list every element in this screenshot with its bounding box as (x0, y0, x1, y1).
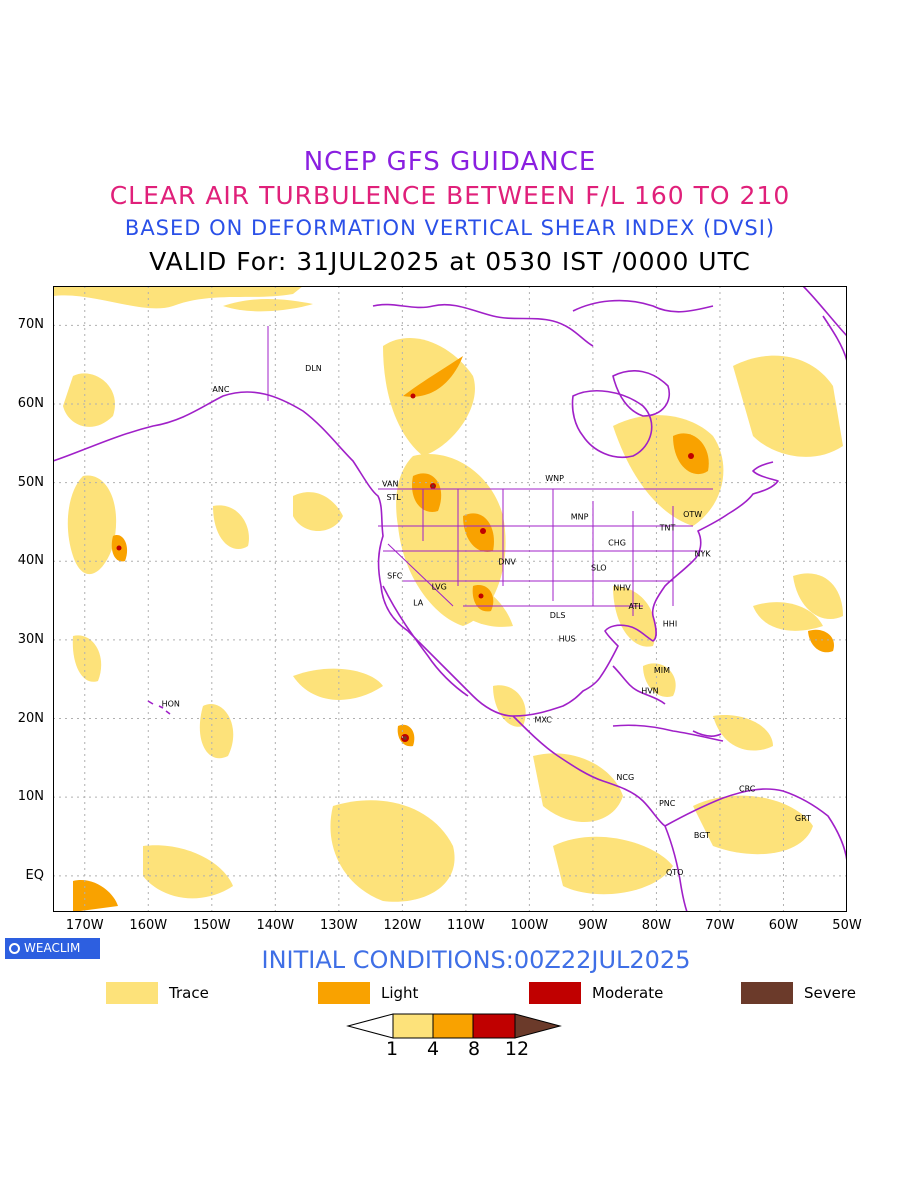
title-line-3: BASED ON DEFORMATION VERTICAL SHEAR INDE… (124, 216, 776, 240)
station-label: MXC (534, 715, 552, 724)
station-label: DNV (498, 557, 516, 566)
colorbar-high-arrow (514, 1013, 562, 1039)
lon-label: 100W (510, 918, 549, 933)
colorbar-tick-label: 8 (467, 1038, 481, 1060)
legend-label: Trace (169, 984, 209, 1002)
legend-label: Moderate (592, 984, 664, 1002)
station-label: BGT (694, 831, 710, 840)
station-label: LVG (432, 583, 447, 592)
legend-swatch (529, 982, 581, 1004)
turbulence-map: DLN ANC VAN STL WNP MNP TNT OTW CHG NYK DNV SFC LVG S… (53, 286, 847, 912)
lat-label: 70N (17, 317, 44, 333)
lon-label: 60W (768, 918, 799, 933)
lat-label: 60N (17, 395, 44, 411)
station-label: WNP (545, 474, 564, 483)
lon-label: 70W (705, 918, 735, 933)
station-label: ATL (628, 602, 643, 611)
lat-label: 10N (17, 789, 44, 805)
station-label: DLS (550, 611, 566, 620)
station-label: CRC (739, 785, 756, 794)
map-canvas: DLN ANC VAN STL WNP MNP TNT OTW CHG NYK DNV SFC LVG S… (53, 286, 847, 912)
station-label: OTW (683, 510, 702, 519)
station-label: ANC (212, 385, 229, 394)
colorbar-low-arrow (346, 1013, 394, 1039)
station-label: NYK (695, 550, 712, 559)
station-label: STL (386, 493, 401, 502)
station-label: QTO (666, 868, 683, 877)
legend-label: Light (381, 984, 419, 1002)
weaclim-logo-icon (9, 943, 20, 954)
lat-label: EQ (25, 867, 44, 883)
lon-label: 130W (319, 918, 358, 933)
station-label: LA (413, 598, 424, 607)
lon-label: 120W (383, 918, 422, 933)
station-label: GRT (795, 814, 811, 823)
station-label: NCG (616, 773, 634, 782)
lat-label: 20N (17, 710, 44, 726)
station-label: TNT (659, 524, 676, 533)
lon-label: 90W (578, 918, 608, 933)
lon-label: 140W (256, 918, 295, 933)
station-label: PNC (659, 799, 676, 808)
valid-time: VALID For: 31JUL2025 at 0530 IST /0000 U… (149, 247, 751, 276)
legend-swatch (741, 982, 793, 1004)
weaclim-label: WEACLIM (24, 941, 81, 955)
lon-label: 150W (192, 918, 231, 933)
severe-areas (403, 484, 435, 740)
station-label: HON (162, 700, 180, 709)
station-label: CHG (608, 539, 626, 548)
lon-label: 50W (832, 918, 862, 933)
lon-label: 80W (641, 918, 672, 933)
title-line-2: CLEAR AIR TURBULENCE BETWEEN F/L 160 TO … (109, 181, 791, 210)
title-line-1: NCEP GFS GUIDANCE (303, 147, 597, 177)
station-label: VAN (382, 480, 398, 489)
colorbar-tick-label: 12 (504, 1038, 530, 1060)
lat-label: 40N (17, 553, 44, 569)
lon-label: 170W (65, 918, 104, 933)
station-label: MNP (571, 513, 589, 522)
legend-label: Severe (804, 984, 856, 1002)
state-boundaries (267, 326, 713, 616)
lon-label: 110W (447, 918, 485, 933)
station-label: MIM (654, 666, 670, 675)
station-label: NHV (613, 583, 631, 592)
colorbar-tick-label: 1 (385, 1038, 399, 1060)
station-label: SLO (591, 564, 607, 573)
lon-label: 160W (129, 918, 168, 933)
lat-label: 30N (17, 631, 44, 647)
coastlines (53, 286, 847, 912)
station-label: HVN (641, 686, 658, 695)
station-labels: DLN ANC VAN STL WNP MNP TNT OTW CHG NYK DNV SFC LVG S… (162, 364, 811, 877)
lat-label: 50N (17, 474, 44, 490)
legend-swatch (318, 982, 370, 1004)
colorbar-tick-label: 4 (426, 1038, 440, 1060)
initial-conditions: INITIAL CONDITIONS:00Z22JUL2025 (261, 946, 691, 974)
station-label: HHI (663, 620, 677, 629)
station-label: SFC (387, 572, 403, 581)
map-frame (53, 286, 847, 912)
station-label: HUS (559, 634, 576, 643)
legend-swatch (106, 982, 158, 1004)
trace-areas (53, 286, 843, 902)
colorbar (346, 1013, 562, 1039)
weaclim-badge: WEACLIM (5, 938, 100, 959)
colorbar-moderate (472, 1013, 516, 1039)
colorbar-light (432, 1013, 474, 1039)
colorbar-trace (392, 1013, 434, 1039)
station-label: DLN (305, 364, 322, 373)
